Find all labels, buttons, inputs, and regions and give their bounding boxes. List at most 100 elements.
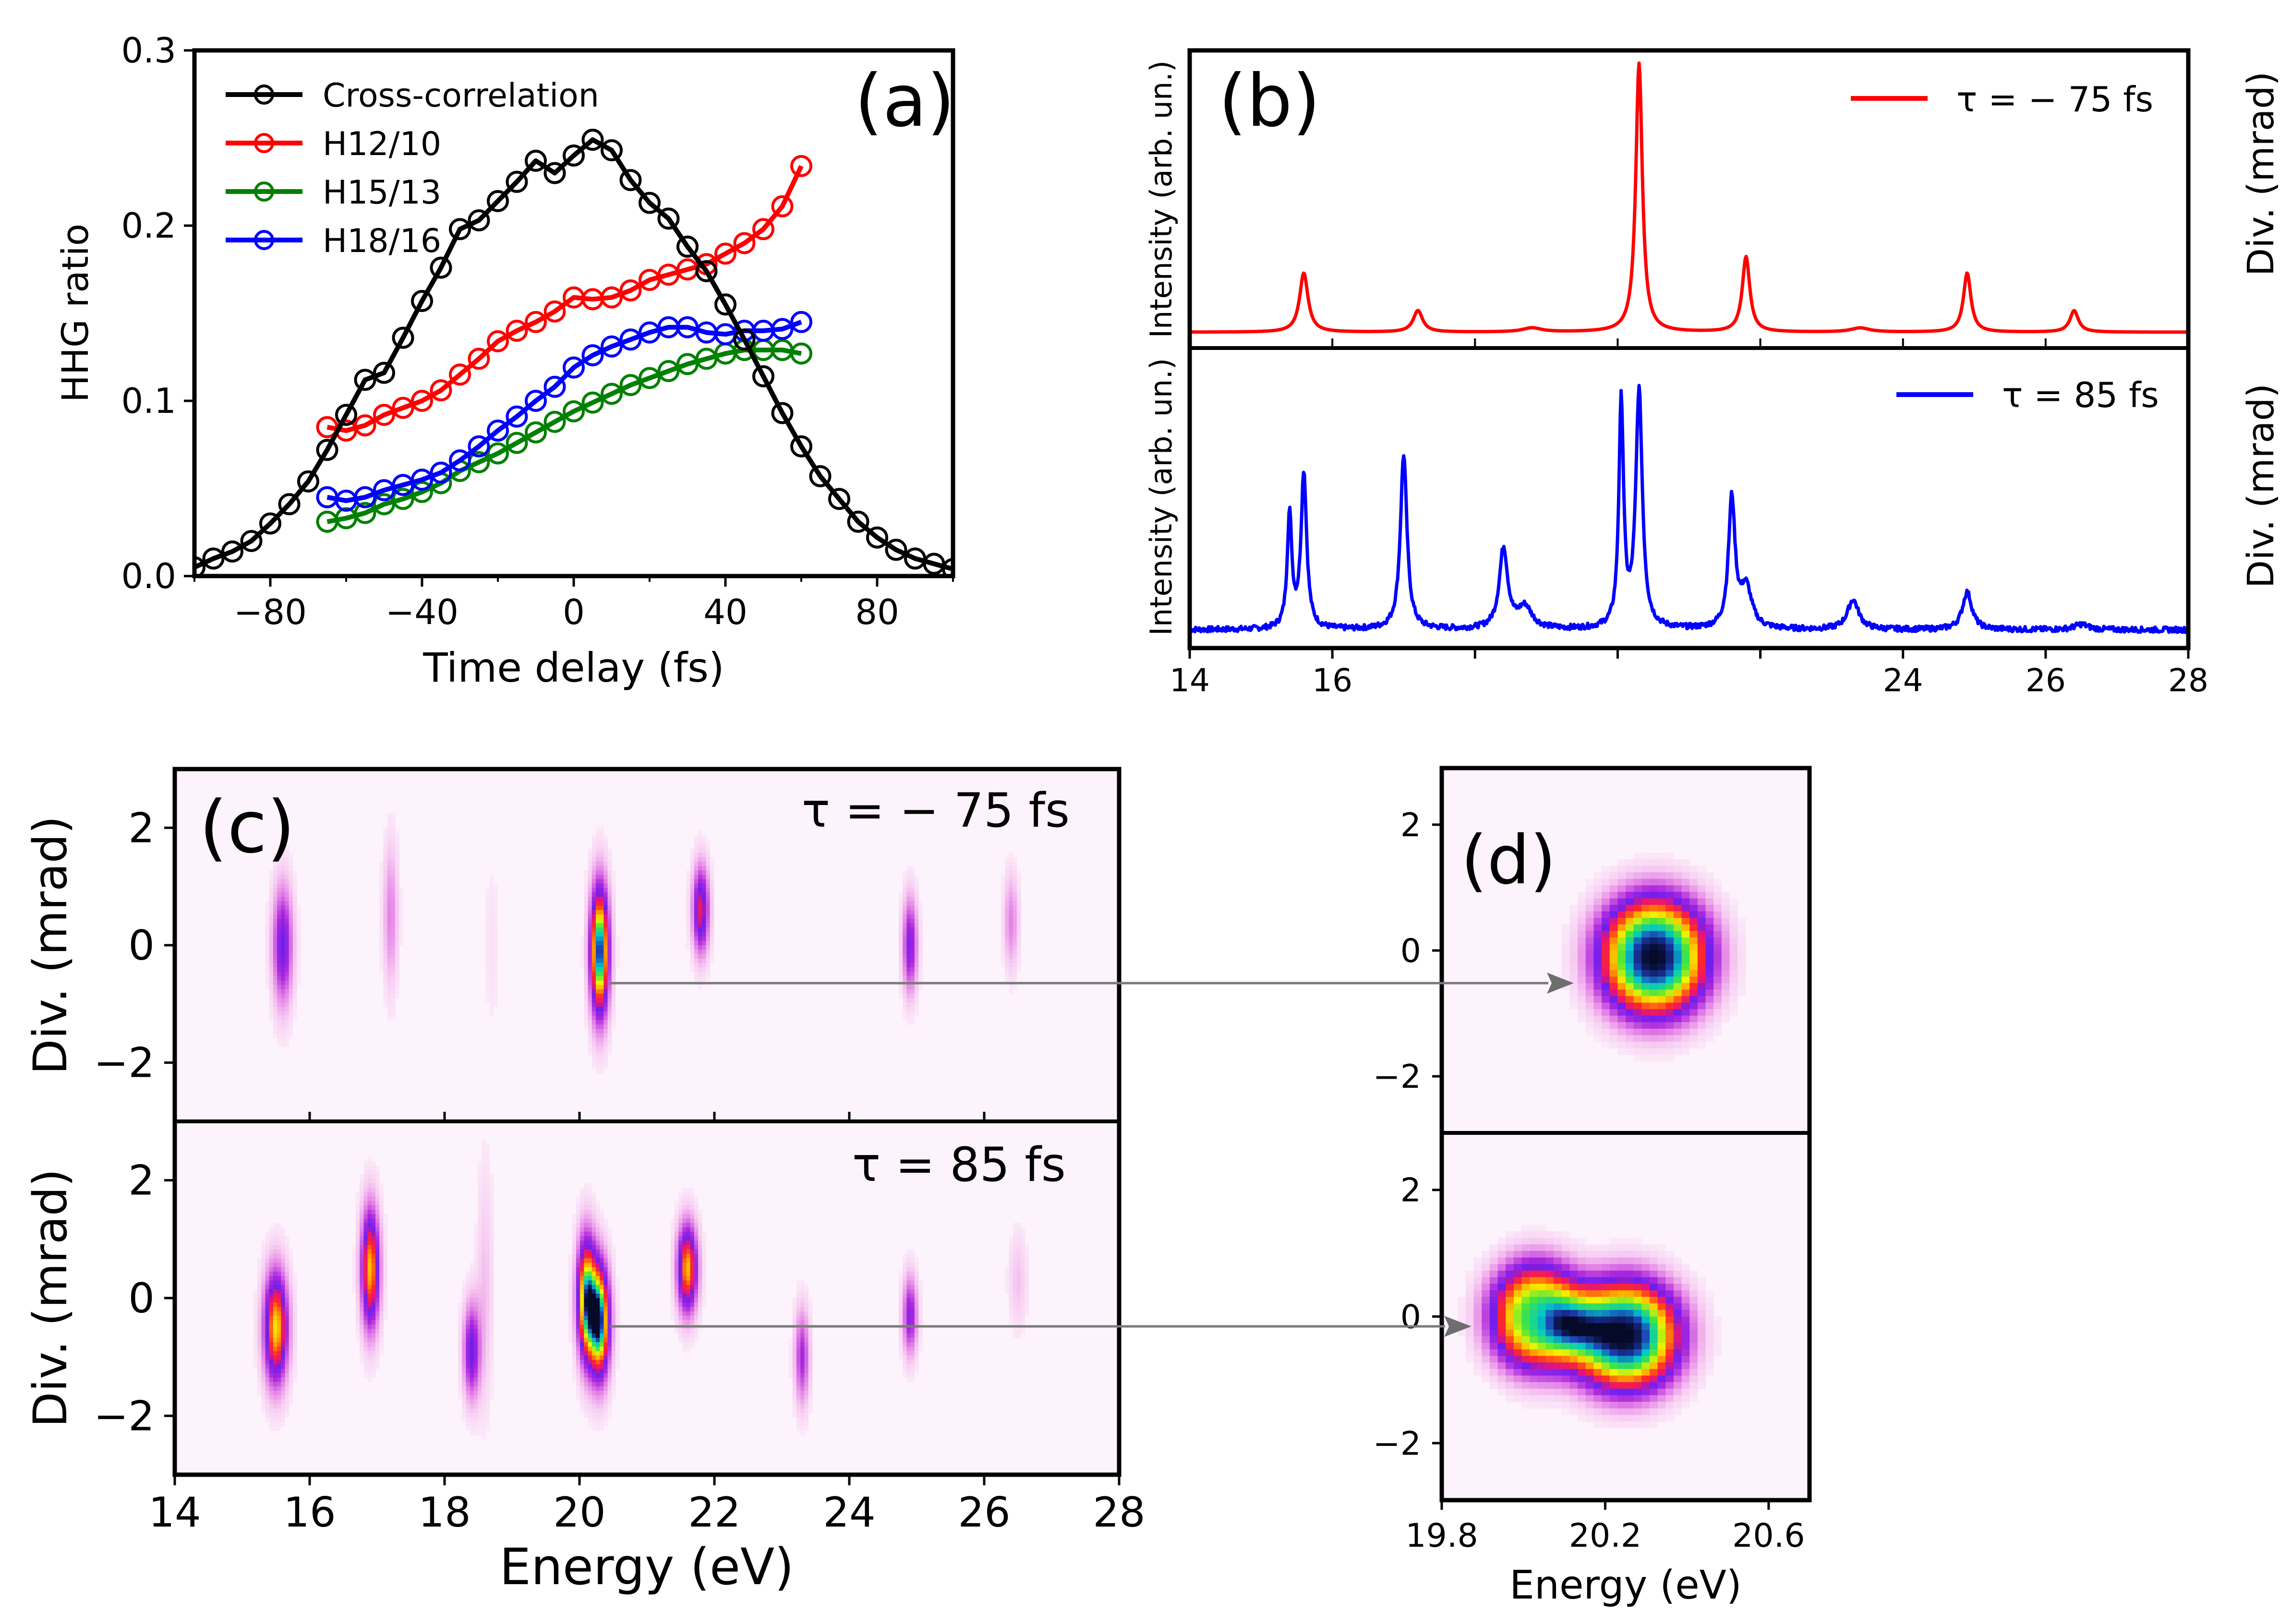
c-top-cell <box>710 936 714 941</box>
c-bot-cell <box>466 1342 470 1347</box>
d-bot-cell <box>1506 1388 1514 1396</box>
c-top-cell <box>269 932 274 937</box>
series-0-point <box>714 293 736 316</box>
c-bot-cell <box>682 1329 687 1334</box>
c-top-cell <box>285 901 290 906</box>
c-top-cell <box>289 857 293 862</box>
c-top-cell <box>611 985 616 990</box>
c-top-cell <box>588 905 592 911</box>
c-bot-cell <box>607 1298 612 1303</box>
c-top-cell <box>387 883 392 889</box>
c-top-cell <box>277 985 281 990</box>
c-top-cell <box>285 940 290 946</box>
c-bot-cell <box>269 1311 274 1316</box>
c-bot-cell <box>356 1236 360 1241</box>
c-bot-cell <box>690 1249 695 1254</box>
c-top-cell <box>702 976 707 981</box>
c-top-cell <box>387 914 392 919</box>
c-bot-cell <box>611 1315 616 1321</box>
c-bot-cell <box>360 1307 364 1312</box>
d-top-cell <box>1593 1022 1602 1029</box>
c-bot-cell <box>576 1236 580 1241</box>
c-bot-cell <box>670 1267 675 1272</box>
c-top-cell <box>595 901 600 906</box>
c-top-cell <box>591 993 596 998</box>
c-top-cell <box>277 914 281 919</box>
c-bot-cell <box>482 1240 486 1246</box>
d-top-cell <box>1697 898 1706 905</box>
series-0-point <box>430 256 452 279</box>
c-top-cell <box>615 940 620 946</box>
c-bot-cell <box>277 1267 281 1272</box>
c-top-cell <box>1016 932 1021 937</box>
c-top-cell <box>914 932 919 937</box>
c-bot-cell <box>914 1289 919 1294</box>
c-top-cell <box>493 976 498 981</box>
c-top-cell <box>690 950 695 954</box>
c-bot-cell <box>568 1333 573 1338</box>
c-top-cell <box>285 861 290 866</box>
c-bot-cell <box>360 1351 364 1356</box>
d-top-cell <box>1649 931 1658 938</box>
d-bot-cell <box>1482 1369 1490 1376</box>
d-top-cell <box>1626 1048 1634 1055</box>
c-top-cell <box>269 923 274 928</box>
d-top-cell <box>1593 911 1602 918</box>
series-2-point <box>354 502 376 524</box>
c-bot-cell <box>478 1276 482 1281</box>
c-top-cell <box>600 923 604 928</box>
d-bot-cell <box>1497 1336 1506 1343</box>
c-top-cell <box>603 901 608 906</box>
c-bot-cell <box>800 1377 805 1383</box>
c-bot-cell <box>580 1289 584 1294</box>
d-top-cell <box>1729 989 1738 997</box>
c-bot-cell <box>611 1391 616 1395</box>
c-top-cell <box>493 905 498 911</box>
d-top-cell <box>1609 885 1618 892</box>
c-bot-cell <box>611 1320 616 1325</box>
c-bot-cell <box>588 1205 592 1210</box>
c-top-cell <box>591 1059 596 1065</box>
c-bot-cell <box>698 1280 702 1285</box>
c-top-cell <box>297 954 301 959</box>
c-bot-cell <box>576 1324 580 1329</box>
c-bot-cell <box>678 1333 683 1338</box>
c-top-cell <box>269 927 274 933</box>
c-top-cell <box>387 866 392 871</box>
a-xtick-label: 0 <box>563 592 585 632</box>
d-top-cell <box>1705 983 1714 990</box>
c-bot-cell <box>580 1386 584 1391</box>
d-top-cell <box>1689 996 1698 1003</box>
c-bot-cell <box>591 1289 596 1294</box>
d-bot-cell <box>1489 1356 1498 1363</box>
c-top-cell <box>265 962 270 968</box>
c-bot-cell <box>576 1351 580 1356</box>
d-top-cell <box>1697 905 1706 912</box>
c-top-cell <box>273 875 277 879</box>
c-bot-cell <box>580 1377 584 1383</box>
c-top-cell <box>281 932 286 937</box>
d-top-cell <box>1633 866 1642 873</box>
c-top-cell <box>591 897 596 902</box>
d-top-cell <box>1681 1028 1690 1036</box>
d-bot-cell <box>1497 1251 1506 1258</box>
c-bot-cell <box>253 1311 258 1316</box>
d-top-cell <box>1569 1002 1578 1010</box>
c-top-cell <box>584 989 589 994</box>
c-bot-cell <box>470 1408 474 1413</box>
c-bot-cell <box>690 1285 695 1290</box>
c-top-cell <box>273 958 277 963</box>
c-top-cell <box>584 1011 589 1016</box>
c-top-cell <box>379 932 384 937</box>
b-xtick-label: 14 <box>1170 662 1210 699</box>
c-top-cell <box>588 923 592 928</box>
c-top-cell <box>603 866 608 871</box>
c-top-cell <box>600 1024 604 1029</box>
c-bot-cell <box>265 1391 270 1395</box>
c-bot-cell <box>485 1421 490 1427</box>
c-top-cell <box>690 866 695 871</box>
c-bot-cell <box>591 1404 596 1409</box>
c-top-cell <box>899 950 903 954</box>
c-top-cell <box>588 1015 592 1021</box>
c-bot-cell <box>576 1205 580 1210</box>
